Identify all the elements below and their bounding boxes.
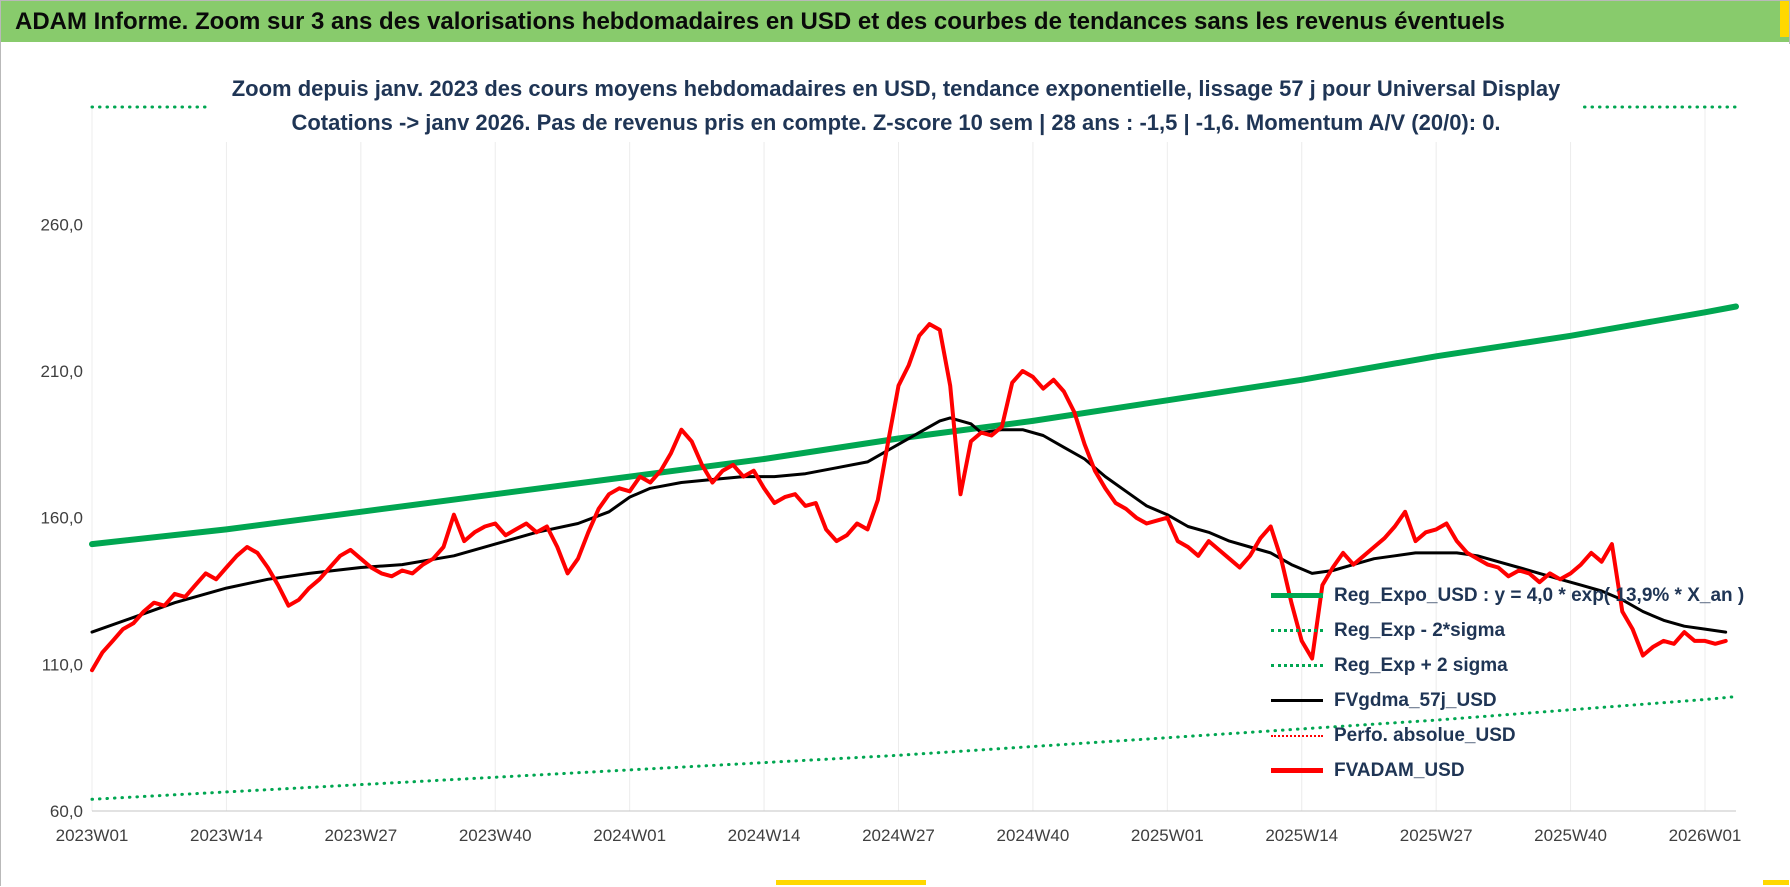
chart-title: Zoom depuis janv. 2023 des cours moyens … <box>209 70 1583 143</box>
y-tick-label: 110,0 <box>42 655 83 674</box>
legend-label: Perfo. absolue_USD <box>1334 724 1516 746</box>
x-tick-label: 2023W27 <box>324 826 397 845</box>
legend-item-0[interactable]: Reg_Expo_USD : y = 4,0 * exp( 13,9% * X_… <box>1271 578 1744 613</box>
yellow-accent-top-right <box>1780 1 1789 37</box>
x-tick-label: 2025W27 <box>1400 826 1473 845</box>
legend-label: Reg_Exp - 2*sigma <box>1334 619 1506 641</box>
yellow-accent-bottom-right <box>1763 880 1789 885</box>
y-tick-label: 260,0 <box>40 215 83 234</box>
chart-legend[interactable]: Reg_Expo_USD : y = 4,0 * exp( 13,9% * X_… <box>1271 578 1744 788</box>
x-tick-label: 2024W14 <box>728 826 801 845</box>
x-tick-label: 2025W01 <box>1131 826 1204 845</box>
legend-line-sample <box>1271 734 1323 737</box>
chart-title-line1: Zoom depuis janv. 2023 des cours moyens … <box>231 76 1561 101</box>
series-FVgdma_57j_USD[interactable] <box>90 416 1728 634</box>
legend-line-sample <box>1271 664 1323 667</box>
legend-line-sample <box>1271 768 1323 773</box>
legend-label: Reg_Exp + 2 sigma <box>1334 654 1508 676</box>
x-tick-label: 2023W40 <box>459 826 532 845</box>
x-tick-label: 2026W01 <box>1669 826 1742 845</box>
title-banner: ADAM Informe. Zoom sur 3 ans des valoris… <box>1 1 1789 44</box>
x-tick-label: 2024W27 <box>862 826 935 845</box>
x-tick-label: 2023W01 <box>56 826 129 845</box>
x-tick-label: 2024W40 <box>997 826 1070 845</box>
legend-line-sample <box>1271 629 1323 632</box>
y-tick-label: 160,0 <box>40 509 83 528</box>
yellow-accent-bottom-center <box>776 880 926 885</box>
y-tick-label: 210,0 <box>40 362 83 381</box>
series-Reg_Exp_minus_2sigma[interactable] <box>90 695 1738 801</box>
legend-label: Reg_Expo_USD : y = 4,0 * exp( 13,9% * X_… <box>1334 584 1745 606</box>
x-tick-label: 2024W01 <box>593 826 666 845</box>
y-axis-labels: 60,0 110,0 160,0 210,0 260,0 <box>40 215 83 821</box>
legend-label: FVgdma_57j_USD <box>1334 689 1497 711</box>
x-axis-labels: 2023W01 2023W14 2023W27 2023W40 2024W01 2024W… <box>56 826 1742 845</box>
x-tick-label: 2023W14 <box>190 826 263 845</box>
x-tick-label: 2025W14 <box>1265 826 1338 845</box>
chart-title-line2: Cotations -> janv 2026. Pas de revenus p… <box>291 110 1501 136</box>
legend-item-3[interactable]: FVgdma_57j_USD <box>1271 683 1744 718</box>
x-tick-label: 2025W40 <box>1534 826 1607 845</box>
legend-line-sample <box>1271 593 1323 598</box>
legend-item-5[interactable]: FVADAM_USD <box>1271 753 1744 788</box>
legend-line-sample <box>1271 699 1323 702</box>
series-FVADAM_USD[interactable] <box>90 322 1728 673</box>
legend-item-1[interactable]: Reg_Exp - 2*sigma <box>1271 613 1744 648</box>
series-Reg_Expo_USD[interactable] <box>89 303 1739 548</box>
banner-title: ADAM Informe. Zoom sur 3 ans des valoris… <box>15 7 1505 35</box>
legend-label: FVADAM_USD <box>1334 759 1465 781</box>
legend-item-4[interactable]: Perfo. absolue_USD <box>1271 718 1744 753</box>
y-tick-label: 60,0 <box>50 802 83 821</box>
chart-area[interactable]: 60,0 110,0 160,0 210,0 260,0 2023W01 2023W14 20… <box>1 44 1790 887</box>
legend-item-2[interactable]: Reg_Exp + 2 sigma <box>1271 648 1744 683</box>
